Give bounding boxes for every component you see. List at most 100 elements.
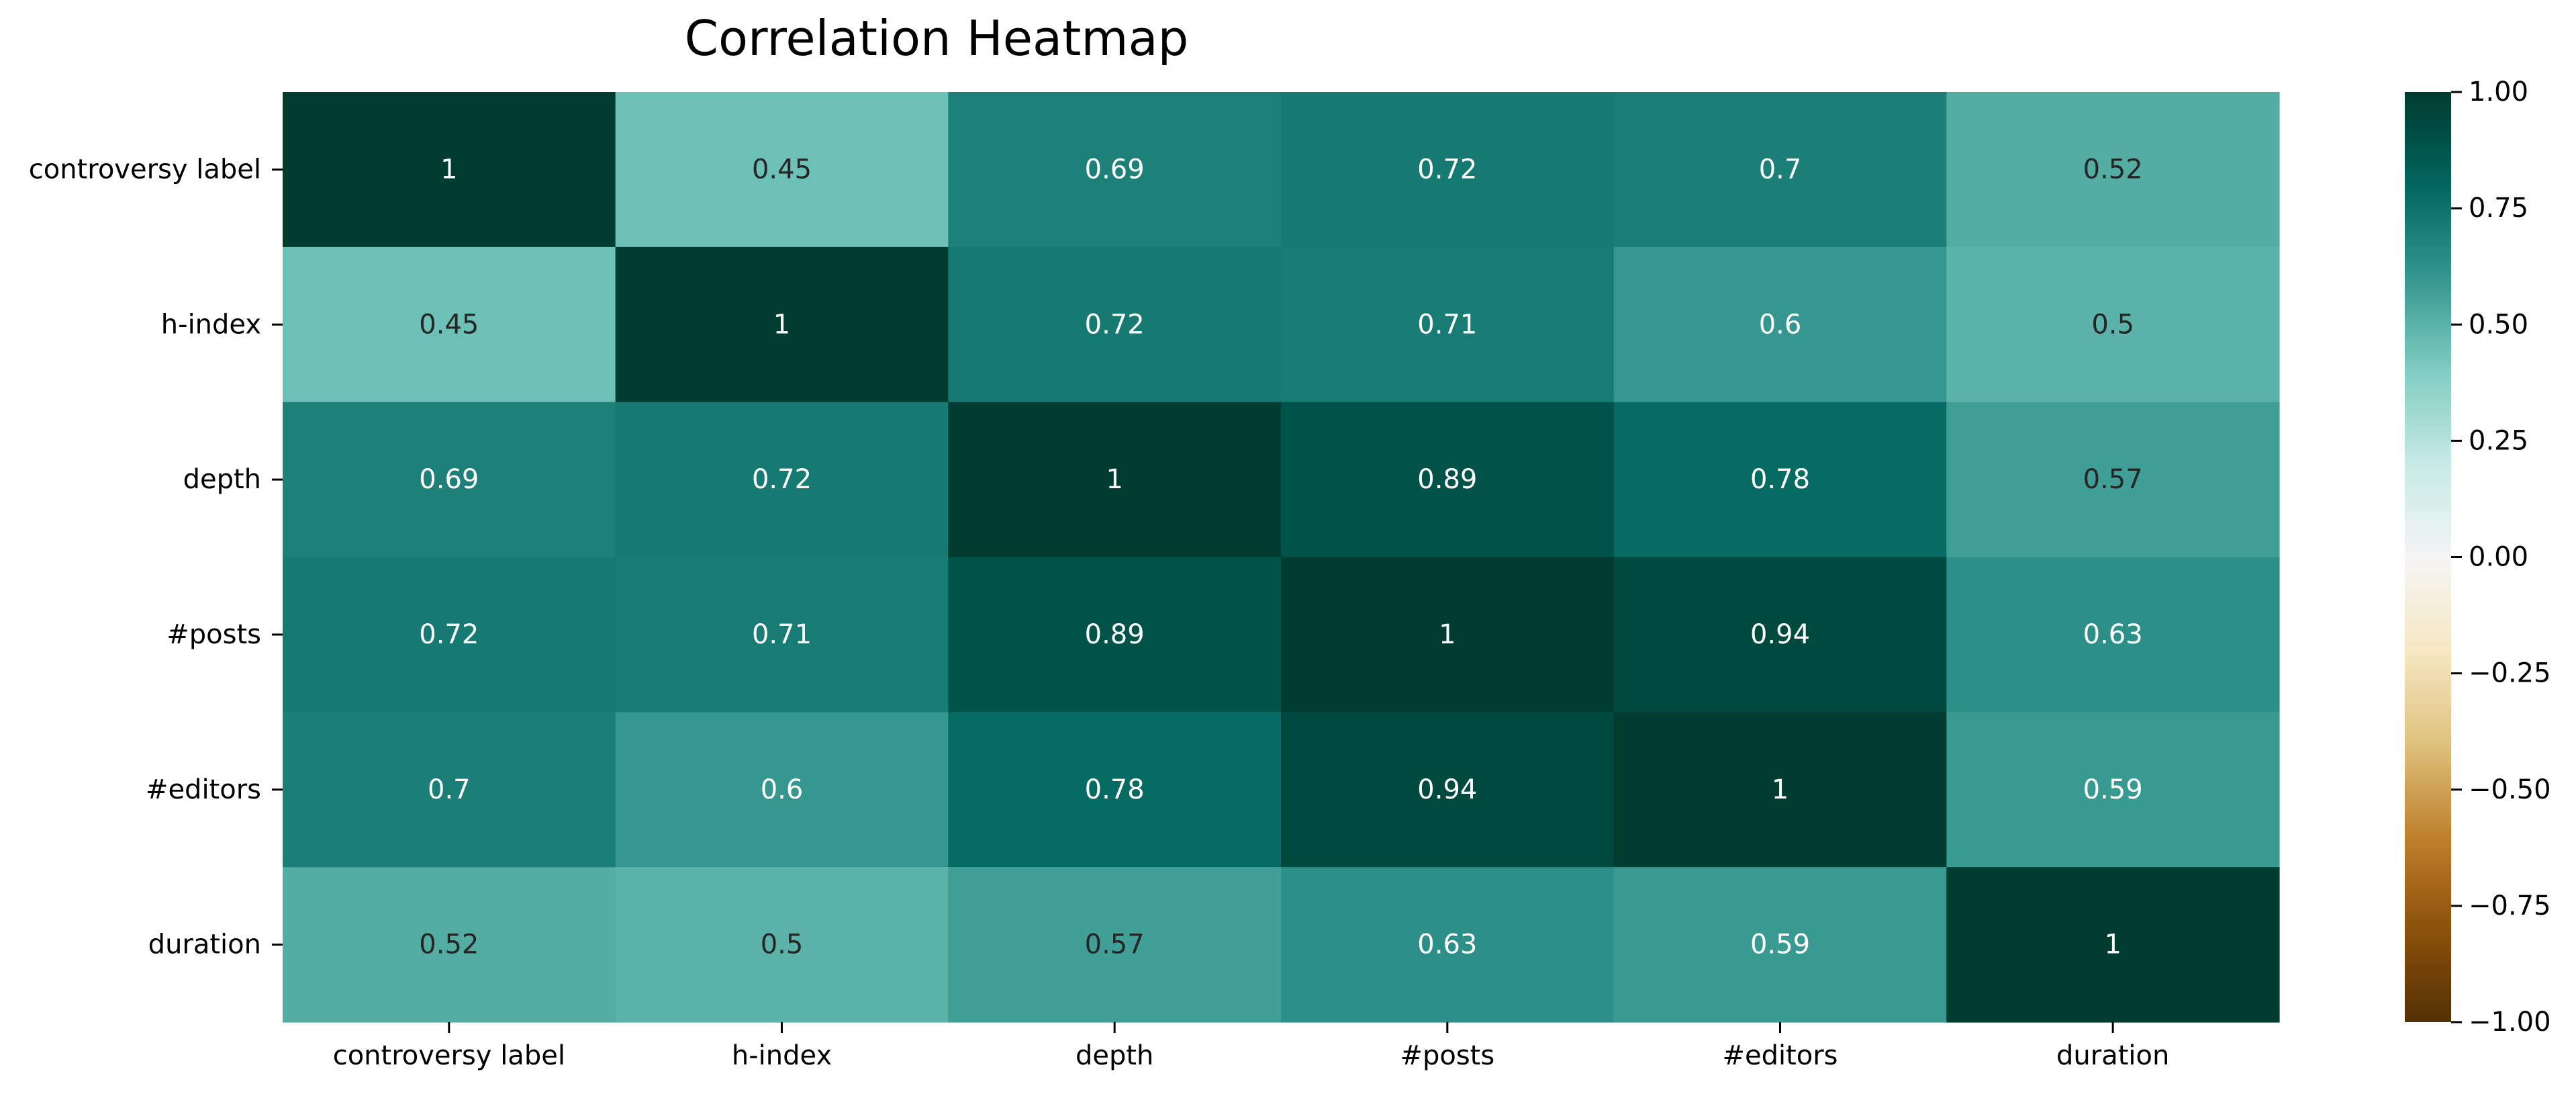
heatmap-cell bbox=[283, 867, 616, 1023]
x-axis: controversy label h-index depth #posts #edit… bbox=[333, 1022, 2169, 1071]
cell-value-label: 0.69 bbox=[419, 464, 479, 495]
cell-value-label: 0.94 bbox=[1417, 774, 1477, 805]
heatmap-cell bbox=[948, 557, 1282, 713]
cell-value-label: 0.57 bbox=[1085, 929, 1145, 960]
x-tick-label: duration bbox=[2056, 1040, 2169, 1071]
heatmap-cell bbox=[283, 246, 616, 403]
x-tick-label: depth bbox=[1076, 1040, 1153, 1071]
heatmap-cell bbox=[615, 402, 949, 558]
colorbar-tick-label: 0.00 bbox=[2469, 542, 2528, 573]
heatmap-cell bbox=[1946, 246, 2280, 403]
cell-value-label: 0.89 bbox=[1417, 464, 1477, 495]
heatmap-cell bbox=[1613, 712, 1947, 868]
heatmap-cell bbox=[283, 92, 616, 248]
cell-value-label: 0.78 bbox=[1085, 774, 1145, 805]
cell-value-label: 0.63 bbox=[1417, 929, 1477, 960]
cell-value-label: 1 bbox=[1772, 774, 1788, 805]
cell-value-label: 0.69 bbox=[1085, 154, 1145, 185]
cell-value-label: 0.78 bbox=[1750, 464, 1810, 495]
heatmap-cell bbox=[615, 712, 949, 868]
y-tick-label: #posts bbox=[166, 619, 261, 650]
heatmap-cell bbox=[1281, 92, 1615, 248]
colorbar-tick-label: 1.00 bbox=[2469, 77, 2528, 107]
heatmap-cell bbox=[1613, 402, 1947, 558]
heatmap-cell bbox=[615, 557, 949, 713]
chart-title: Correlation Heatmap bbox=[685, 10, 1189, 66]
cell-value-label: 0.45 bbox=[752, 154, 812, 185]
colorbar-tick-label: −0.25 bbox=[2469, 658, 2551, 689]
heatmap-cell bbox=[1281, 557, 1615, 713]
heatmap-cell bbox=[1613, 557, 1947, 713]
cell-annotations: 1 0.45 0.69 0.72 0.7 0.520.45 1 0.72 0.71 0.6 0.50… bbox=[419, 154, 2142, 960]
cell-value-label: 0.63 bbox=[2083, 619, 2143, 650]
cell-value-label: 0.7 bbox=[1759, 154, 1802, 185]
colorbar-tick-label: 0.50 bbox=[2469, 309, 2528, 340]
cell-value-label: 1 bbox=[1439, 619, 1456, 650]
heatmap-cell bbox=[948, 402, 1282, 558]
cell-value-label: 0.52 bbox=[419, 929, 479, 960]
heatmap-cell bbox=[615, 92, 949, 248]
heatmap-cell bbox=[1281, 712, 1615, 868]
heatmap-cell bbox=[1281, 402, 1615, 558]
heatmap-cell bbox=[948, 92, 1282, 248]
heatmap-cell bbox=[948, 712, 1282, 868]
cell-value-label: 0.45 bbox=[419, 309, 479, 340]
cell-value-label: 0.5 bbox=[761, 929, 804, 960]
cell-value-label: 0.6 bbox=[761, 774, 804, 805]
colorbar-tick-label: −1.00 bbox=[2469, 1007, 2551, 1038]
heatmap-cell bbox=[283, 557, 616, 713]
heatmap-cell bbox=[1613, 246, 1947, 403]
y-tick-label: depth bbox=[183, 464, 261, 495]
cell-value-label: 0.5 bbox=[2091, 309, 2134, 340]
cell-value-label: 0.72 bbox=[419, 619, 479, 650]
heatmap-cell bbox=[1613, 867, 1947, 1023]
heatmap-cell bbox=[1946, 867, 2280, 1023]
colorbar-tick-label: 0.75 bbox=[2469, 193, 2528, 224]
colorbar: 1.00 0.75 0.50 0.25 0.00 −0.25 −0.50 −0.75 −1.00 bbox=[2405, 77, 2551, 1038]
cell-value-label: 0.57 bbox=[2083, 464, 2143, 495]
cell-value-label: 1 bbox=[440, 154, 457, 185]
x-tick-label: #posts bbox=[1400, 1040, 1494, 1071]
colorbar-tick-label: −0.50 bbox=[2469, 774, 2551, 805]
heatmap-cell bbox=[283, 402, 616, 558]
cell-value-label: 1 bbox=[1106, 464, 1123, 495]
heatmap-cell bbox=[1281, 867, 1615, 1023]
heatmap-cell bbox=[1281, 246, 1615, 403]
cell-value-label: 1 bbox=[773, 309, 790, 340]
cell-value-label: 0.7 bbox=[428, 774, 471, 805]
y-axis: controversy label h-index depth #posts #edit… bbox=[29, 154, 283, 960]
heatmap-cell bbox=[1946, 557, 2280, 713]
cell-value-label: 0.59 bbox=[2083, 774, 2143, 805]
cell-value-label: 0.6 bbox=[1759, 309, 1802, 340]
heatmap-cell bbox=[615, 867, 949, 1023]
heatmap-cell bbox=[1613, 92, 1947, 248]
x-tick-label: controversy label bbox=[333, 1040, 565, 1071]
heatmap-cell bbox=[283, 712, 616, 868]
cell-value-label: 0.72 bbox=[1085, 309, 1145, 340]
y-tick-label: #editors bbox=[146, 774, 261, 805]
heatmap-cell bbox=[1946, 402, 2280, 558]
cell-value-label: 0.89 bbox=[1085, 619, 1145, 650]
y-tick-label: controversy label bbox=[29, 154, 261, 185]
heatmap-cells bbox=[283, 92, 2280, 1023]
colorbar-gradient bbox=[2405, 92, 2451, 1022]
cell-value-label: 0.72 bbox=[752, 464, 812, 495]
cell-value-label: 0.72 bbox=[1417, 154, 1477, 185]
y-tick-label: h-index bbox=[161, 309, 261, 340]
heatmap-cell bbox=[1946, 92, 2280, 248]
cell-value-label: 0.71 bbox=[1417, 309, 1477, 340]
colorbar-tick-label: 0.25 bbox=[2469, 425, 2528, 456]
y-tick-label: duration bbox=[148, 929, 261, 960]
heatmap-cell bbox=[948, 246, 1282, 403]
cell-value-label: 0.71 bbox=[752, 619, 812, 650]
heatmap-cell bbox=[1946, 712, 2280, 868]
colorbar-tick-label: −0.75 bbox=[2469, 891, 2551, 921]
x-tick-label: #editors bbox=[1722, 1040, 1838, 1071]
cell-value-label: 0.52 bbox=[2083, 154, 2143, 185]
heatmap-cell bbox=[615, 246, 949, 403]
cell-value-label: 0.94 bbox=[1750, 619, 1810, 650]
cell-value-label: 0.59 bbox=[1750, 929, 1810, 960]
x-tick-label: h-index bbox=[732, 1040, 832, 1071]
